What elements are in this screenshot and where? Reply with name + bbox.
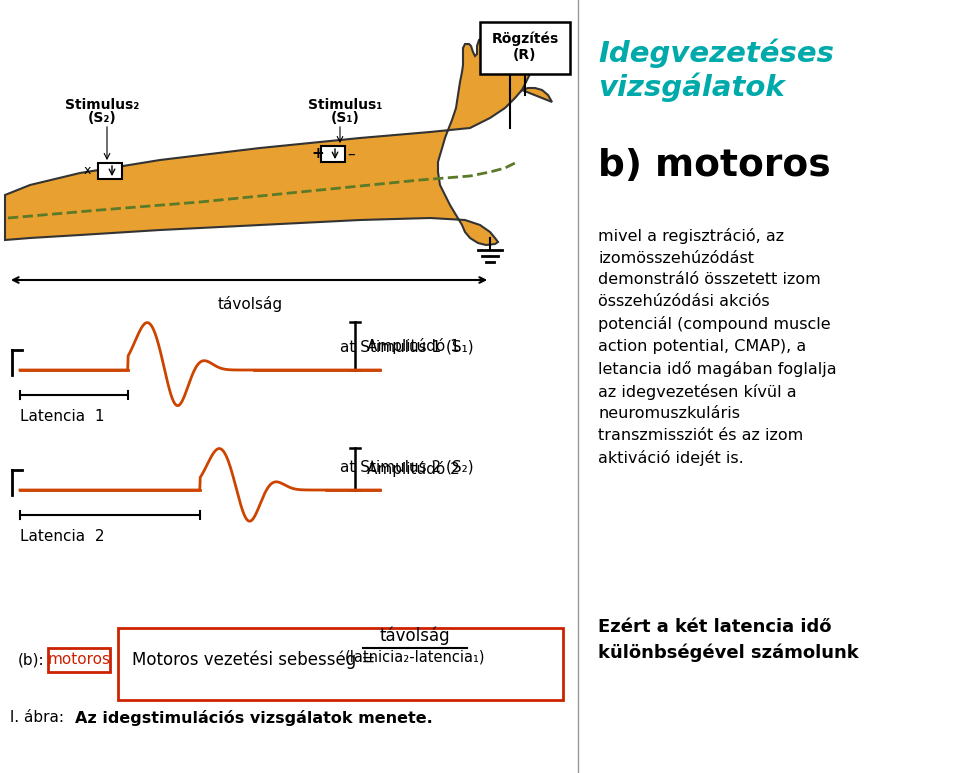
Text: távolság: távolság bbox=[217, 296, 282, 312]
Text: x: x bbox=[84, 165, 91, 178]
Text: b) motoros: b) motoros bbox=[598, 148, 830, 184]
Text: (S₁): (S₁) bbox=[330, 111, 359, 125]
Bar bbox=[480, 22, 570, 74]
Text: Amplitúdó 2: Amplitúdó 2 bbox=[367, 461, 460, 477]
Text: Rögzítés: Rögzítés bbox=[492, 32, 559, 46]
Text: l. ábra:: l. ábra: bbox=[10, 710, 74, 726]
Text: távolság: távolság bbox=[380, 626, 450, 645]
Text: at Stimulus 1 (S₁): at Stimulus 1 (S₁) bbox=[340, 340, 473, 355]
Text: Ezért a két latencia idő
különbségével számolunk: Ezért a két latencia idő különbségével s… bbox=[598, 618, 859, 662]
Text: Latencia  1: Latencia 1 bbox=[20, 409, 105, 424]
Text: at Stimulus 2 (S₂): at Stimulus 2 (S₂) bbox=[340, 460, 473, 475]
Text: +: + bbox=[311, 147, 324, 162]
Polygon shape bbox=[5, 38, 552, 245]
Bar bbox=[48, 648, 110, 672]
Text: Idegvezetéses
vizsgálatok: Idegvezetéses vizsgálatok bbox=[598, 38, 834, 102]
Text: Latencia  2: Latencia 2 bbox=[20, 529, 105, 544]
Text: (S₂): (S₂) bbox=[87, 111, 116, 125]
Text: Stimulus₂: Stimulus₂ bbox=[65, 98, 139, 112]
Text: mivel a regisztráció, az
izomösszehúzódást
demonstráló összetett izom
összehúzód: mivel a regisztráció, az izomösszehúzódá… bbox=[598, 228, 836, 466]
Text: motoros: motoros bbox=[47, 652, 110, 668]
Text: Motoros vezetési sebesség =: Motoros vezetési sebesség = bbox=[132, 651, 380, 669]
Text: Amplitúdó 1: Amplitúdó 1 bbox=[367, 338, 460, 354]
Text: (R): (R) bbox=[514, 48, 537, 62]
Bar bbox=[98, 163, 122, 179]
Text: (latnicia₂-latencia₁): (latnicia₂-latencia₁) bbox=[345, 650, 485, 665]
Text: Stimulus₁: Stimulus₁ bbox=[308, 98, 382, 112]
Bar bbox=[118, 628, 563, 700]
Bar bbox=[321, 146, 345, 162]
Text: Az idegstimulációs vizsgálatok menete.: Az idegstimulációs vizsgálatok menete. bbox=[75, 710, 433, 726]
Text: –: – bbox=[347, 147, 354, 162]
Text: (b):: (b): bbox=[18, 652, 44, 668]
